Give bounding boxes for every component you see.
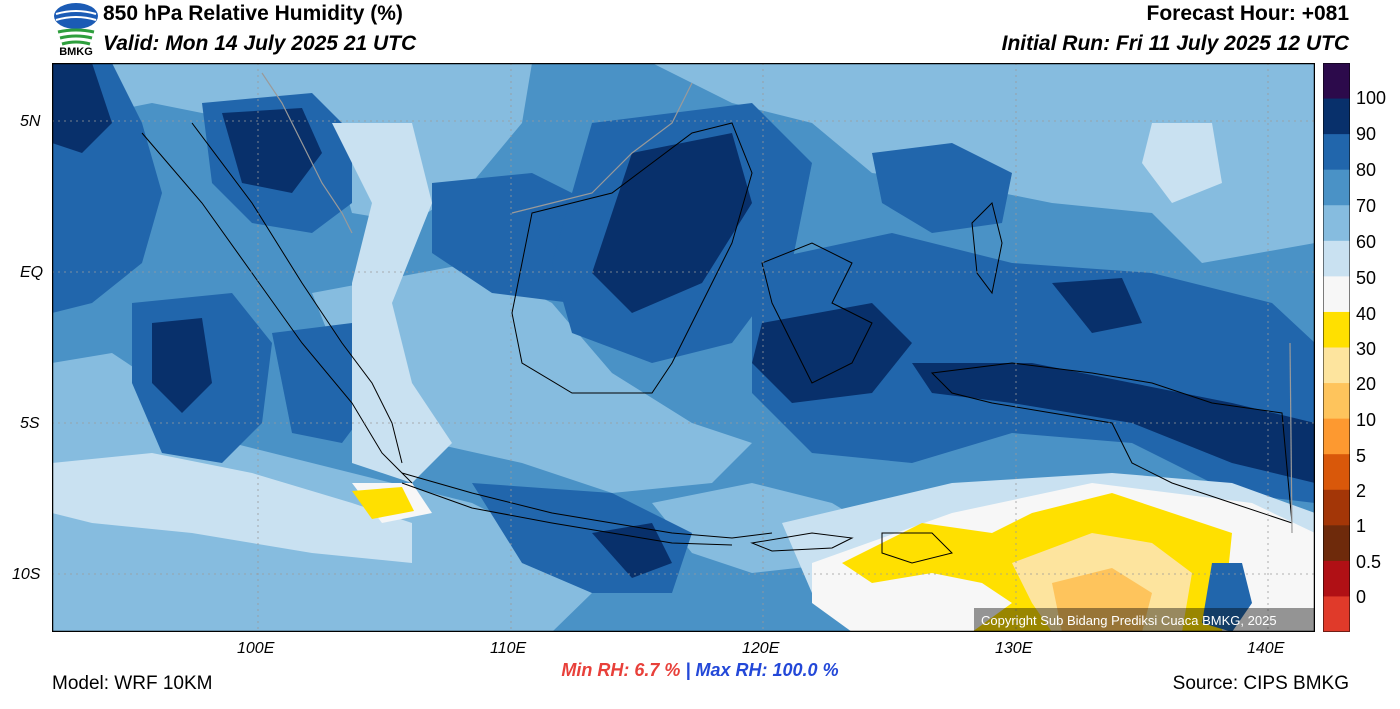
colorbar-label-70: 70 bbox=[1356, 196, 1377, 216]
max-rh: Max RH: 100.0 % bbox=[695, 660, 839, 680]
graticule bbox=[52, 63, 1315, 632]
colorbar-swatch bbox=[1323, 134, 1350, 171]
colorbar-label-2: 2 bbox=[1356, 481, 1367, 501]
colorbar-label-100: 100 bbox=[1356, 88, 1387, 108]
rh-10-areas bbox=[1052, 568, 1152, 632]
colorbar-label-1: 1 bbox=[1356, 516, 1367, 536]
colorbar-swatch bbox=[1323, 418, 1350, 455]
source-label: Source: CIPS BMKG bbox=[1172, 673, 1349, 694]
colorbar-swatch bbox=[1323, 383, 1350, 420]
lat-label-10s: 10S bbox=[12, 566, 41, 583]
lon-label-130e: 130E bbox=[995, 640, 1033, 657]
colorbar-label-60: 60 bbox=[1356, 232, 1377, 252]
colorbar-swatch bbox=[1323, 560, 1350, 597]
logo-text: BMKG bbox=[59, 46, 93, 58]
model-label: Model: WRF 10KM bbox=[52, 673, 213, 694]
forecast-hour: Forecast Hour: +081 bbox=[1146, 2, 1350, 25]
lat-label-5n: 5N bbox=[20, 113, 41, 130]
colorbar-swatch bbox=[1323, 169, 1350, 206]
copyright-text: Copyright Sub Bidang Prediksi Cuaca BMKG… bbox=[981, 613, 1277, 628]
map-title: 850 hPa Relative Humidity (%) bbox=[103, 2, 403, 25]
colorbar bbox=[1323, 63, 1350, 632]
colorbar-label-0-5: 0.5 bbox=[1356, 552, 1382, 572]
lon-label-120e: 120E bbox=[742, 640, 780, 657]
country-borders bbox=[261, 72, 1293, 534]
coastlines bbox=[141, 122, 1293, 564]
colorbar-swatch bbox=[1323, 63, 1350, 100]
bmkg-logo bbox=[54, 3, 98, 46]
colorbar-label-10: 10 bbox=[1356, 410, 1377, 430]
colorbar-label-30: 30 bbox=[1356, 339, 1377, 359]
colorbar-swatch bbox=[1323, 489, 1350, 526]
min-rh-label: Min RH: bbox=[561, 660, 630, 680]
colorbar-label-20: 20 bbox=[1356, 374, 1377, 394]
colorbar-label-50: 50 bbox=[1356, 268, 1377, 288]
map-border bbox=[52, 63, 1315, 632]
colorbar-swatch bbox=[1323, 596, 1350, 632]
lat-label-5s: 5S bbox=[20, 415, 40, 432]
copyright-box bbox=[974, 608, 1314, 631]
rh-80-blob-se bbox=[1202, 563, 1252, 632]
colorbar-label-80: 80 bbox=[1356, 160, 1377, 180]
colorbar-swatch bbox=[1323, 347, 1350, 384]
colorbar-swatch bbox=[1323, 276, 1350, 313]
colorbar-swatch bbox=[1323, 98, 1350, 135]
colorbar-label-5: 5 bbox=[1356, 446, 1367, 466]
min-max-separator: | bbox=[685, 660, 691, 680]
humidity-map bbox=[52, 63, 1315, 632]
lon-label-110e: 110E bbox=[490, 640, 527, 657]
colorbar-label-90: 90 bbox=[1356, 124, 1377, 144]
initial-run: Initial Run: Fri 11 July 2025 12 UTC bbox=[1001, 32, 1349, 55]
lon-label-140e: 140E bbox=[1247, 640, 1285, 657]
lat-label-eq: EQ bbox=[20, 264, 44, 281]
colorbar-swatch bbox=[1323, 311, 1350, 348]
min-rh-value: 6.7 % bbox=[634, 660, 681, 680]
lon-label-100e: 100E bbox=[237, 640, 275, 657]
colorbar-swatch bbox=[1323, 454, 1350, 491]
colorbar-swatch bbox=[1323, 205, 1350, 242]
colorbar-swatch bbox=[1323, 240, 1350, 277]
colorbar-label-0: 0 bbox=[1356, 587, 1367, 607]
colorbar-label-40: 40 bbox=[1356, 304, 1377, 324]
min-max-rh: Min RH: 6.7 % | Max RH: 100.0 % bbox=[0, 660, 1400, 681]
colorbar-swatch bbox=[1323, 525, 1350, 562]
valid-time: Valid: Mon 14 July 2025 21 UTC bbox=[103, 32, 417, 55]
